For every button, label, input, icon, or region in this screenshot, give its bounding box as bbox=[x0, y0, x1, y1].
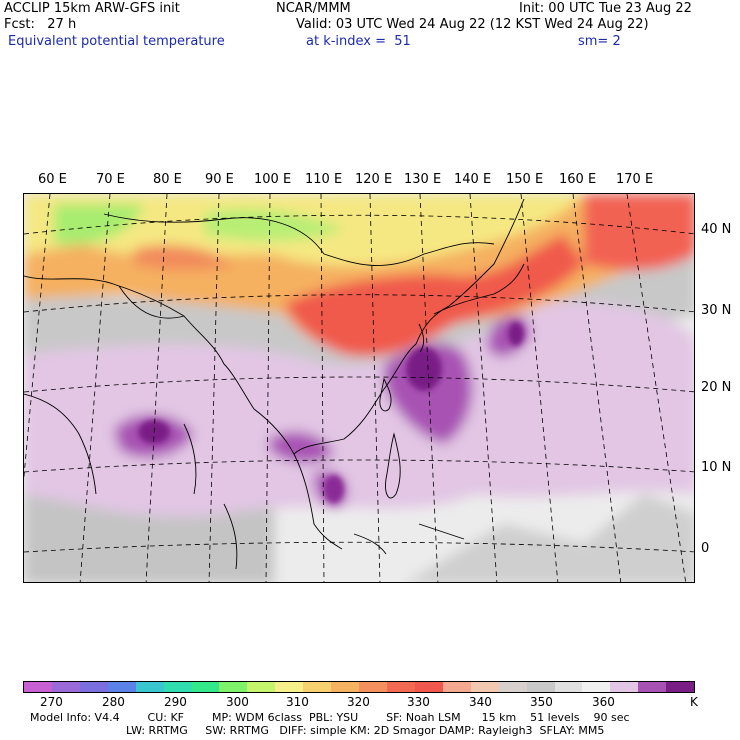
colorbar-swatch bbox=[135, 682, 164, 692]
colorbar-label: 360 bbox=[592, 695, 615, 709]
lon-label: 160 E bbox=[559, 172, 597, 187]
colorbar-swatch bbox=[442, 682, 471, 692]
lon-label: 100 E bbox=[254, 172, 292, 187]
lon-label: 170 E bbox=[616, 172, 654, 187]
colorbar-swatch bbox=[303, 682, 332, 692]
colorbar-swatch bbox=[24, 682, 52, 692]
colorbar-swatch bbox=[79, 682, 108, 692]
colorbar-swatch bbox=[526, 682, 555, 692]
colorbar-swatch bbox=[582, 682, 611, 692]
colorbar-label: 280 bbox=[102, 695, 125, 709]
colorbar-label: 270 bbox=[40, 695, 63, 709]
colorbar-swatch bbox=[414, 682, 443, 692]
colorbar-swatch bbox=[498, 682, 527, 692]
model-title: ACCLIP 15km ARW-GFS init bbox=[4, 1, 180, 16]
colorbar-label: 290 bbox=[164, 695, 187, 709]
init-time: Init: 00 UTC Tue 23 Aug 22 bbox=[519, 1, 692, 16]
colorbar-swatch bbox=[219, 682, 248, 692]
valid-time: Valid: 03 UTC Wed 24 Aug 22 (12 KST Wed … bbox=[296, 17, 649, 32]
level-label: at k-index = 51 bbox=[306, 34, 411, 49]
colorbar-label: 310 bbox=[286, 695, 309, 709]
theta-e-map bbox=[23, 193, 695, 583]
colorbar-swatch bbox=[638, 682, 667, 692]
colorbar-label: 330 bbox=[407, 695, 430, 709]
forecast-hour: Fcst: 27 h bbox=[4, 17, 77, 32]
colorbar-swatch bbox=[331, 682, 360, 692]
colorbar-label: 350 bbox=[530, 695, 553, 709]
lon-label: 140 E bbox=[454, 172, 492, 187]
lat-label: 30 N bbox=[701, 303, 732, 318]
theta-e-maxima bbox=[138, 322, 524, 503]
lon-label: 80 E bbox=[153, 172, 182, 187]
lat-lon-grid bbox=[24, 194, 694, 582]
colorbar-swatch bbox=[470, 682, 499, 692]
lat-label: 10 N bbox=[701, 460, 732, 475]
map-field-svg bbox=[24, 194, 694, 582]
colorbar-swatch bbox=[554, 682, 583, 692]
colorbar-label: 340 bbox=[469, 695, 492, 709]
colorbar-label: 300 bbox=[226, 695, 249, 709]
lon-label: 70 E bbox=[96, 172, 125, 187]
lat-label: 40 N bbox=[701, 222, 732, 237]
colorbar-swatch bbox=[666, 682, 695, 692]
colorbar-swatch bbox=[359, 682, 387, 692]
field-name: Equivalent potential temperature bbox=[8, 34, 225, 49]
colorbar-swatch bbox=[275, 682, 304, 692]
lon-label: 120 E bbox=[355, 172, 393, 187]
colorbar-swatch bbox=[191, 682, 220, 692]
colorbar-swatch bbox=[610, 682, 639, 692]
institution-label: NCAR/MMM bbox=[276, 1, 351, 16]
colorbar bbox=[23, 681, 695, 693]
colorbar-swatch bbox=[163, 682, 192, 692]
colorbar-unit: K bbox=[690, 695, 698, 709]
colorbar-swatch bbox=[247, 682, 276, 692]
smoothing-label: sm= 2 bbox=[578, 34, 621, 49]
lon-label: 130 E bbox=[404, 172, 442, 187]
lon-label: 60 E bbox=[38, 172, 67, 187]
lon-label: 110 E bbox=[305, 172, 343, 187]
physics-info: LW: RRTMG SW: RRTMG DIFF: simple KM: 2D … bbox=[126, 724, 605, 737]
coastlines bbox=[24, 198, 525, 570]
colorbar-swatch bbox=[386, 682, 415, 692]
lon-label: 150 E bbox=[506, 172, 544, 187]
colorbar-swatch bbox=[107, 682, 136, 692]
lon-label: 90 E bbox=[205, 172, 234, 187]
lat-label: 20 N bbox=[701, 380, 732, 395]
colorbar-label: 320 bbox=[347, 695, 370, 709]
model-info: Model Info: V4.4 CU: KF MP: WDM 6class P… bbox=[30, 711, 630, 724]
lat-label: 0 bbox=[701, 541, 710, 556]
colorbar-swatch bbox=[51, 682, 80, 692]
theta-e-shading bbox=[24, 194, 694, 582]
